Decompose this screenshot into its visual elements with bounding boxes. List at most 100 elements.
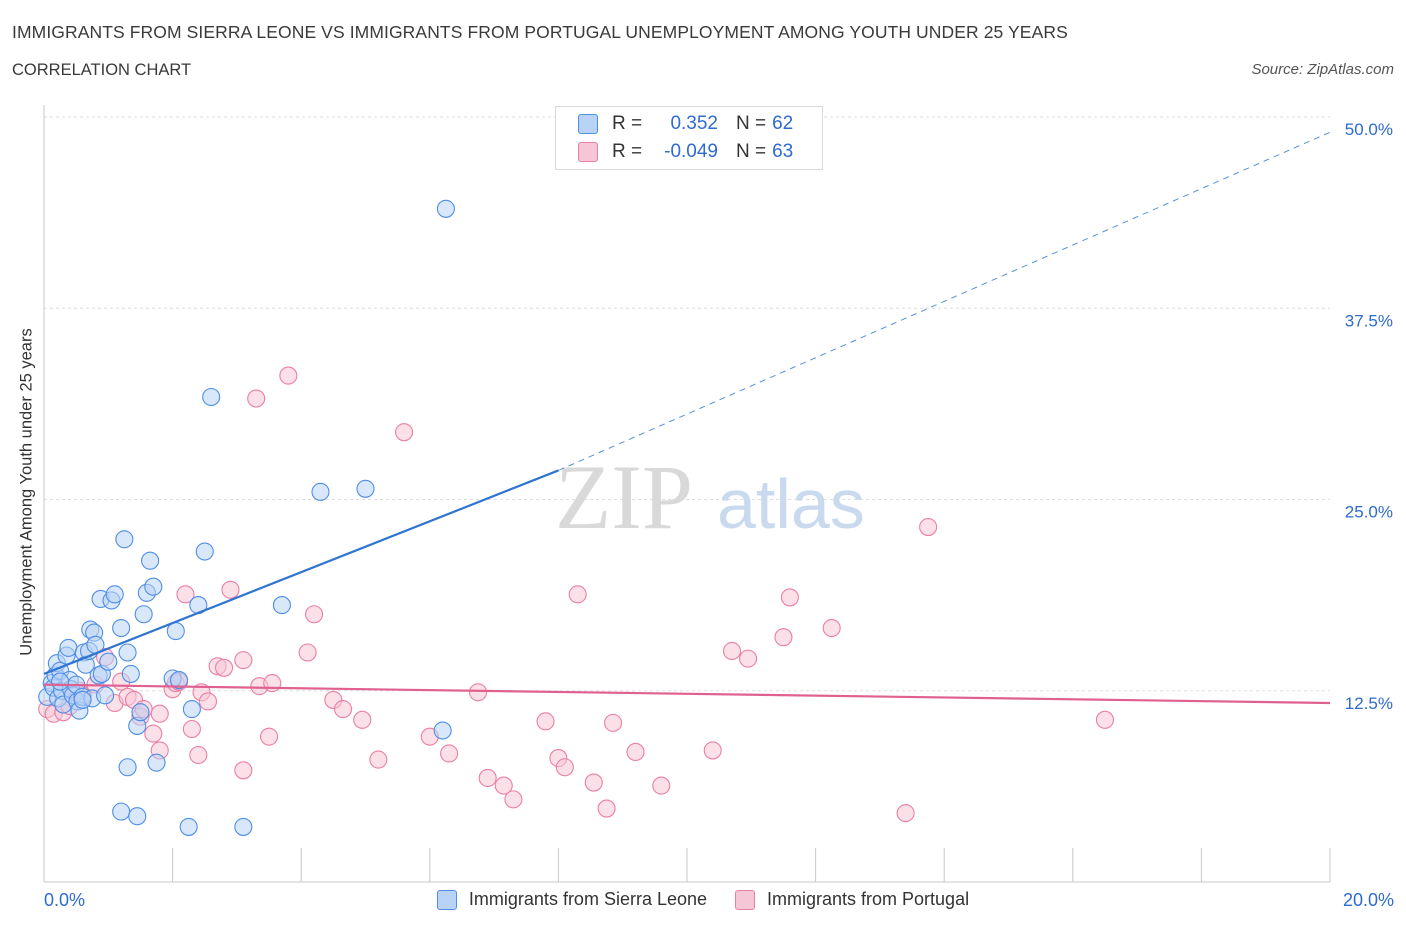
point-portugal [369,750,388,769]
point-portugal [555,758,574,777]
point-portugal [333,700,353,719]
point-portugal [1095,710,1114,729]
point-sierra-leone [436,199,455,218]
watermark: ZIP atlas [555,446,865,548]
point-portugal [150,704,169,723]
point-sierra-leone [134,605,153,624]
point-portugal [504,790,523,809]
point-sierra-leone [51,672,70,691]
point-portugal [536,712,555,731]
y-tick-labels: 12.5% 25.0% 37.5% 50.0% [1345,120,1393,713]
point-sierra-leone [99,652,118,671]
point-sierra-leone [73,690,92,709]
point-sierra-leone [112,618,131,638]
point-portugal [214,658,234,677]
y-tick-label: 37.5% [1345,311,1393,330]
point-portugal [279,366,298,385]
point-portugal [896,804,915,823]
point-sierra-leone [169,670,189,690]
legend-swatch-blue [436,889,457,910]
legend-r-label: R = [612,113,643,134]
point-sierra-leone [118,758,137,777]
point-portugal [494,776,513,795]
point-sierra-leone [141,551,160,570]
point-portugal [234,651,253,670]
legend-item-portugal[interactable]: Immigrants from Portugal [735,889,969,910]
x-tick-min: 0.0% [44,890,86,910]
point-sierra-leone [96,686,115,705]
trend-line-sierra-leone-extension [558,131,1331,471]
point-sierra-leone [121,664,140,683]
point-sierra-leone [433,721,452,740]
point-portugal [780,588,799,607]
legend-label-portugal: Immigrants from Portugal [767,889,970,909]
point-portugal [395,423,414,442]
legend-label-sierra-leone: Immigrants from Sierra Leone [468,889,708,909]
trend-lines [43,131,1331,705]
chart-subtitle: CORRELATION CHART [12,61,192,79]
legend-r-value: 0.352 [670,113,718,134]
y-tick-label: 50.0% [1345,120,1393,139]
point-portugal [822,618,841,638]
correlation-legend: R = 0.352 N = 62 R = -0.049 N = 63 [555,106,823,170]
x-tick-max: 20.0% [1342,890,1394,910]
point-portugal [247,389,266,408]
point-sierra-leone [356,479,375,498]
point-sierra-leone [182,700,201,719]
point-sierra-leone [144,577,163,596]
legend-swatch-pink [578,142,598,162]
point-sierra-leone [272,596,291,615]
point-portugal [568,585,587,604]
watermark-atlas: atlas [717,465,865,543]
point-portugal [305,605,324,624]
trend-line-portugal [43,683,1331,705]
point-portugal [604,713,623,732]
point-portugal [234,761,253,780]
point-portugal [176,585,195,604]
point-portugal [626,742,645,762]
point-portugal [440,744,459,763]
point-portugal [652,776,671,795]
watermark-zip: ZIP [555,446,693,548]
point-portugal [221,580,240,599]
point-portugal [722,641,742,661]
series-sierra-leone-points [38,199,455,836]
point-sierra-leone [195,542,214,561]
point-portugal [774,628,793,647]
y-tick-label: 12.5% [1345,694,1393,713]
legend-row-portugal: R = -0.049 N = 63 [578,139,793,165]
legend-r-value: -0.049 [664,141,718,162]
legend-n-value: 63 [772,141,794,162]
point-sierra-leone [105,585,124,604]
point-sierra-leone [147,753,166,772]
point-sierra-leone [234,817,253,836]
point-sierra-leone [131,703,150,722]
point-portugal [259,727,279,746]
point-sierra-leone [179,817,198,836]
point-sierra-leone [115,530,134,549]
point-sierra-leone [59,638,78,657]
axes [43,105,1331,883]
legend-n-label: N = [736,141,767,162]
legend-swatch-blue [578,114,598,134]
point-portugal [703,741,722,760]
point-sierra-leone [118,643,137,662]
point-portugal [353,710,372,729]
gridlines [44,116,1330,692]
point-portugal [919,517,938,537]
source-label: Source: ZipAtlas.com [1251,61,1394,78]
point-portugal [298,643,317,662]
point-sierra-leone [112,802,131,821]
point-portugal [189,745,208,765]
legend-r-label: R = [612,141,643,162]
point-portugal [597,799,616,818]
point-portugal [584,773,603,792]
point-portugal [198,692,218,711]
point-sierra-leone [202,387,221,407]
legend-item-sierra-leone[interactable]: Immigrants from Sierra Leone [436,889,708,910]
trend-line-sierra-leone [43,469,559,675]
point-portugal [478,768,497,788]
legend-n-label: N = [736,113,767,134]
point-portugal [739,649,758,668]
